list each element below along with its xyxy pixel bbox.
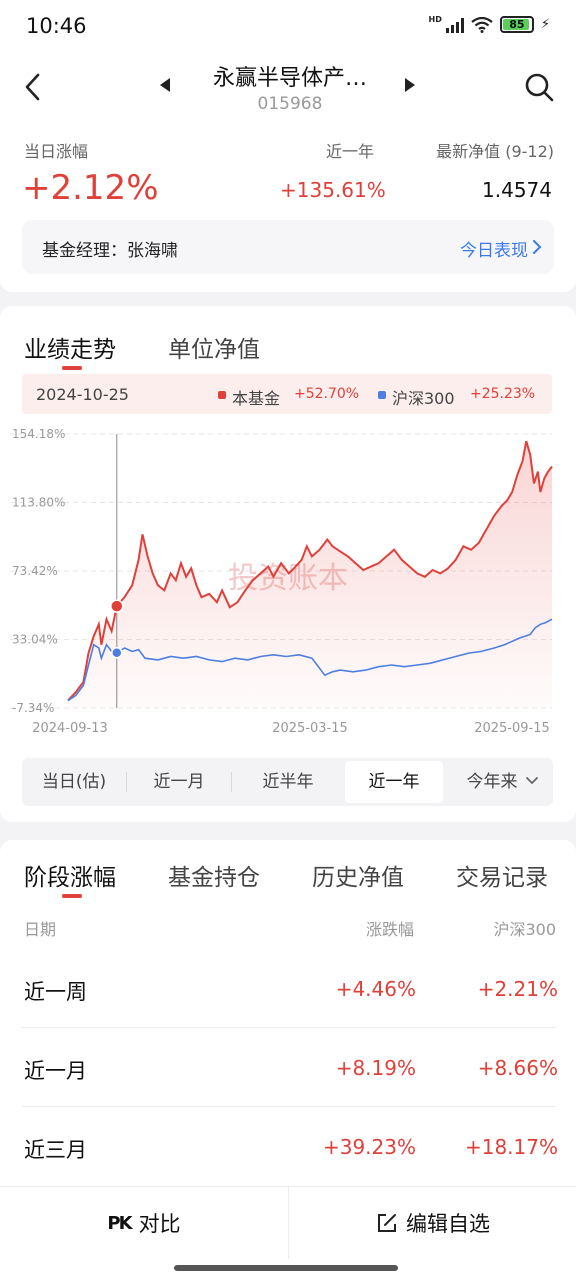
x-tick-label: 2025-09-15 [474, 721, 550, 736]
legend-date: 2024-10-25 [36, 385, 129, 404]
fund-area [68, 441, 552, 708]
search-icon[interactable] [524, 72, 554, 102]
range-today-estimate[interactable]: 当日(估) [41, 772, 107, 792]
charging-icon: ⚡ [540, 17, 550, 32]
row-change: +39.23% [322, 1135, 416, 1159]
y-tick-label: 73.42% [12, 564, 58, 578]
edit-watchlist-button[interactable]: 编辑自选 [289, 1187, 576, 1259]
row-period: 近一周 [24, 980, 87, 1004]
row-change: +8.19% [335, 1056, 416, 1080]
nav-value: 1.4574 [482, 178, 552, 202]
signal-icon [445, 17, 464, 33]
range-1-year[interactable]: 近一年 [345, 761, 443, 803]
row-period: 近三月 [24, 1138, 87, 1162]
row-change: +4.46% [335, 977, 416, 1001]
range-1-month[interactable]: 近一月 [153, 772, 205, 792]
tab-nav-history[interactable]: 历史净值 [312, 865, 404, 891]
tab-active-indicator [62, 894, 82, 898]
range-6-months[interactable]: 近半年 [262, 772, 314, 792]
home-indicator [174, 1265, 398, 1271]
tab-unit-nav[interactable]: 单位净值 [168, 337, 260, 363]
tab-stage-returns[interactable]: 阶段涨幅 [24, 865, 116, 891]
status-icons: HD 85 ⚡ [429, 16, 550, 33]
year-change-label: 近一年 [326, 142, 375, 161]
compare-button[interactable]: PK 对比 [0, 1187, 288, 1259]
table-row[interactable]: 近一月 +8.19% +8.66% [22, 1029, 558, 1107]
range-selector: 当日(估) 近一月 近半年 近一年 今年来 [22, 758, 553, 806]
x-tick-label: 2024-09-13 [32, 721, 108, 736]
summary-card: 永赢半导体产… 015968 当日涨幅 近一年 最新净值 (9-12) +2.1… [0, 54, 576, 292]
cursor-fund-dot [110, 599, 124, 613]
tab-active-indicator [62, 366, 82, 370]
y-tick-label: 33.04% [12, 633, 58, 647]
table-row[interactable]: 近三月 +39.23% +18.17% [22, 1108, 558, 1186]
cursor-hs300-dot [111, 647, 123, 659]
legend-fund-value: +52.70% [294, 386, 360, 402]
tab-performance-trend[interactable]: 业绩走势 [24, 337, 116, 363]
previous-fund-icon[interactable] [160, 78, 170, 92]
legend-fund-name: 本基金 [232, 389, 281, 408]
status-bar: 10:46 HD 85 ⚡ [0, 0, 576, 54]
wifi-icon [471, 16, 493, 33]
fund-line [67, 440, 553, 702]
year-change-value: +135.61% [280, 178, 386, 202]
fund-name: 永赢半导体产… [212, 66, 367, 91]
column-hs300: 沪深300 [493, 920, 556, 939]
legend-fund-marker [218, 391, 226, 399]
manager-row[interactable]: 基金经理：张海啸 今日表现 [22, 220, 554, 274]
range-ytd[interactable]: 今年来 [466, 772, 518, 792]
row-hs300: +2.21% [477, 977, 558, 1001]
legend-hs300-name: 沪深300 [392, 389, 455, 408]
day-change-value: +2.12% [22, 168, 159, 208]
legend-hs300-marker [378, 391, 386, 399]
row-hs300: +18.17% [464, 1135, 558, 1159]
edit-watchlist-label: 编辑自选 [406, 1212, 490, 1236]
back-arrow-icon[interactable] [22, 72, 46, 102]
chevron-down-icon[interactable] [526, 776, 538, 786]
column-date: 日期 [24, 920, 57, 939]
table-row[interactable]: 近一周 +4.46% +2.21% [22, 950, 558, 1028]
range-divider [231, 772, 232, 792]
bottom-bar: PK 对比 编辑自选 [0, 1186, 576, 1280]
manager-label: 基金经理：张海啸 [42, 241, 178, 261]
chart-card: 业绩走势 单位净值 2024-10-25 本基金 +52.70% 沪深300 +… [0, 306, 576, 822]
battery-icon: 85 [499, 16, 534, 33]
row-period: 近一月 [24, 1059, 87, 1083]
row-hs300: +8.66% [477, 1056, 558, 1080]
performance-chart[interactable]: 投资账本 154.18%113.80%73.42%33.04%-7.34% 20… [0, 422, 576, 742]
column-change: 涨跌幅 [365, 920, 414, 939]
fund-code: 015968 [257, 94, 323, 114]
tab-holdings[interactable]: 基金持仓 [168, 865, 260, 891]
y-tick-label: -7.34% [12, 701, 54, 715]
compare-label: 对比 [138, 1212, 181, 1236]
network-type: HD [428, 15, 442, 24]
nav-label: 最新净值 (9-12) [436, 142, 554, 161]
status-time: 10:46 [26, 14, 87, 38]
chevron-right-icon [533, 240, 542, 254]
pk-icon: PK [107, 1212, 132, 1234]
bottom-divider [288, 1187, 289, 1259]
battery-level: 85 [509, 18, 525, 31]
tab-transactions[interactable]: 交易记录 [456, 865, 548, 891]
legend-hs300-value: +25.23% [470, 386, 536, 402]
next-fund-icon[interactable] [405, 78, 415, 92]
chart-legend: 2024-10-25 本基金 +52.70% 沪深300 +25.23% [22, 374, 552, 414]
y-tick-label: 113.80% [12, 496, 65, 510]
y-tick-label: 154.18% [12, 427, 65, 441]
range-divider [126, 772, 127, 792]
day-change-label: 当日涨幅 [24, 142, 89, 161]
x-tick-label: 2025-03-15 [272, 721, 348, 736]
today-performance-link[interactable]: 今日表现 [460, 241, 528, 261]
edit-icon [378, 1214, 396, 1232]
